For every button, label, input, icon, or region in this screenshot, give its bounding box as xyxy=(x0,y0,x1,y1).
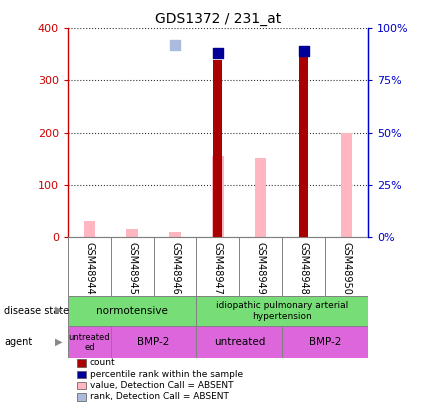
Bar xyxy=(170,232,181,237)
Bar xyxy=(197,326,282,358)
Text: value, Detection Call = ABSENT: value, Detection Call = ABSENT xyxy=(90,381,233,390)
Bar xyxy=(341,132,352,237)
Text: rank, Detection Call = ABSENT: rank, Detection Call = ABSENT xyxy=(90,392,229,401)
Point xyxy=(300,48,307,55)
Bar xyxy=(197,296,368,326)
Text: normotensive: normotensive xyxy=(96,306,168,316)
Text: GSM48947: GSM48947 xyxy=(213,242,223,294)
Text: untreated: untreated xyxy=(214,337,265,347)
Text: GSM48950: GSM48950 xyxy=(342,242,351,294)
Title: GDS1372 / 231_at: GDS1372 / 231_at xyxy=(155,12,281,26)
Text: count: count xyxy=(90,358,116,367)
Text: untreated
ed: untreated ed xyxy=(68,333,110,352)
Bar xyxy=(68,296,197,326)
Text: ▶: ▶ xyxy=(55,305,63,315)
Bar xyxy=(84,221,95,237)
Text: BMP-2: BMP-2 xyxy=(138,337,170,347)
Bar xyxy=(111,326,197,358)
Text: GSM48949: GSM48949 xyxy=(256,242,266,294)
Point xyxy=(214,50,221,57)
Text: percentile rank within the sample: percentile rank within the sample xyxy=(90,370,243,379)
Text: GSM48945: GSM48945 xyxy=(127,242,137,294)
Point xyxy=(172,42,179,48)
Bar xyxy=(299,54,308,237)
Bar xyxy=(213,60,223,237)
Bar xyxy=(255,158,266,237)
Bar xyxy=(282,326,368,358)
Text: disease state: disease state xyxy=(4,306,70,316)
Text: ▶: ▶ xyxy=(55,337,63,346)
Text: BMP-2: BMP-2 xyxy=(309,337,341,347)
Text: agent: agent xyxy=(4,337,32,347)
Text: GSM48946: GSM48946 xyxy=(170,242,180,294)
Text: GSM48948: GSM48948 xyxy=(299,242,309,294)
Text: GSM48944: GSM48944 xyxy=(85,242,94,294)
Bar xyxy=(68,326,111,358)
Text: idiopathic pulmonary arterial
hypertension: idiopathic pulmonary arterial hypertensi… xyxy=(216,301,348,321)
Bar xyxy=(212,156,224,237)
Bar xyxy=(127,229,138,237)
